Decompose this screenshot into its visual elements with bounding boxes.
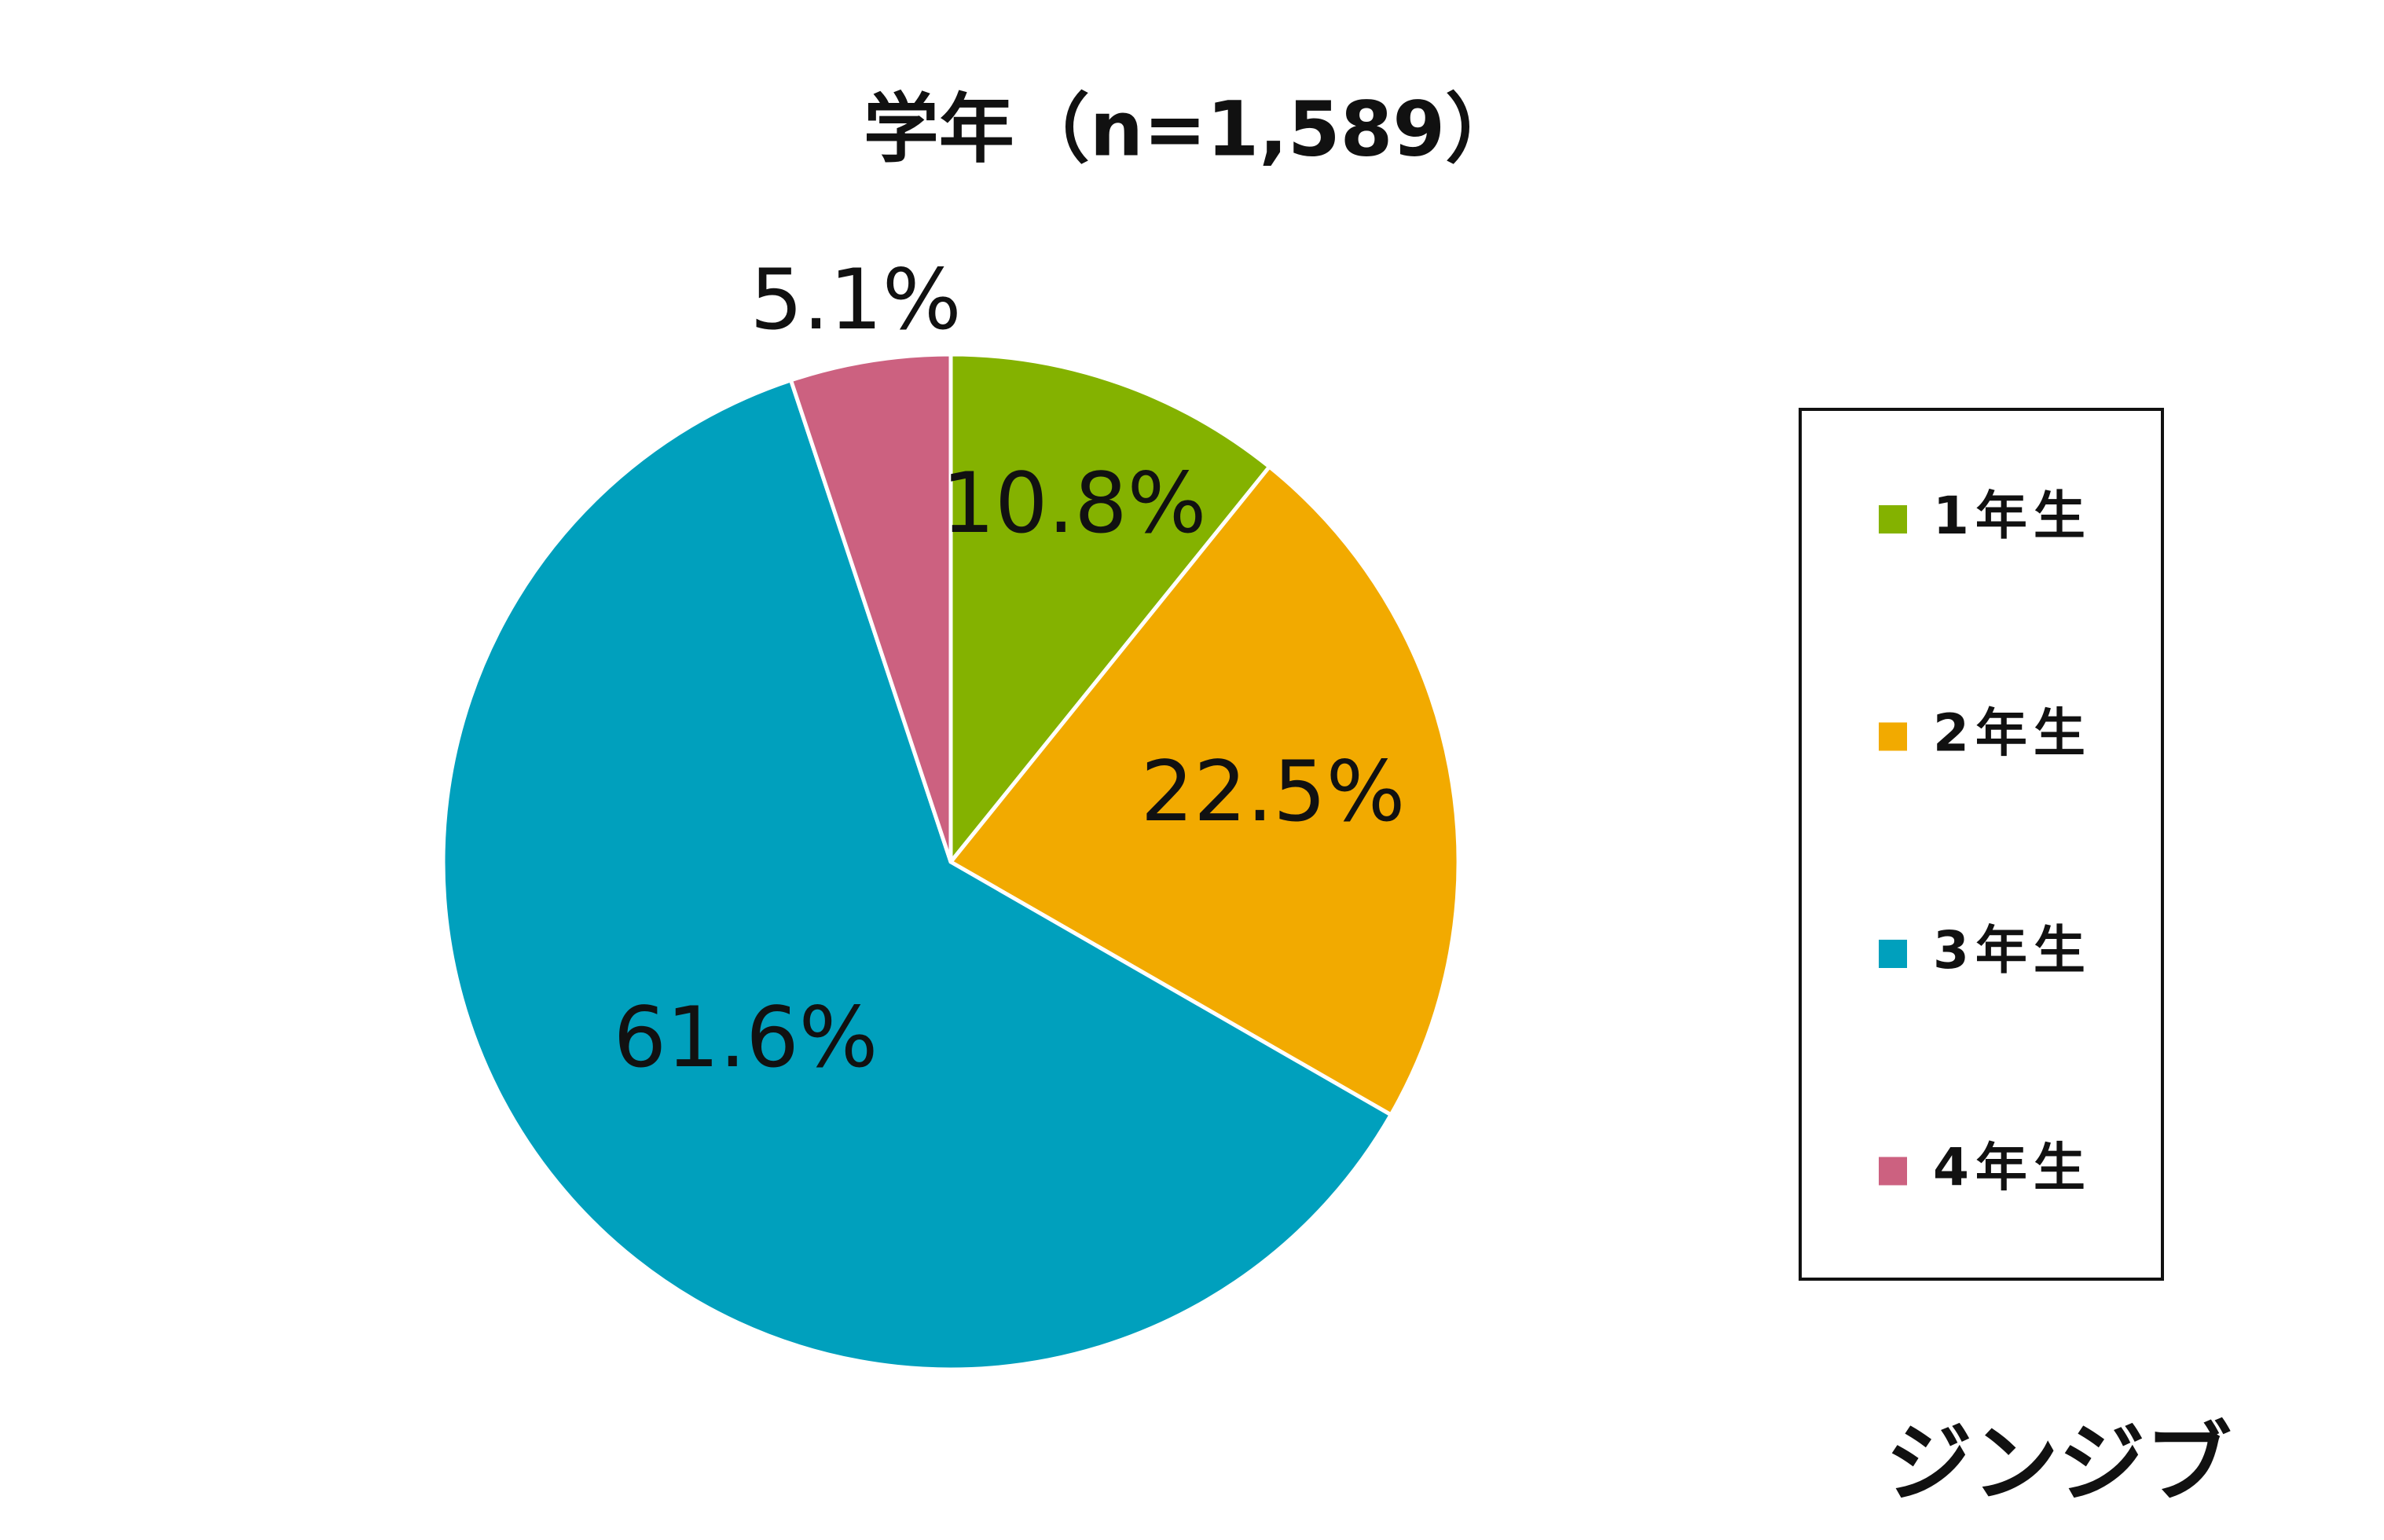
data-label: 22.5% [1141, 743, 1406, 840]
pie-slice [441, 377, 1394, 1372]
pie-slice [788, 352, 953, 863]
data-label: 10.8% [942, 455, 1207, 552]
legend-swatch [1879, 940, 1907, 968]
data-label: 61.6% [614, 989, 878, 1086]
legend-label: 1年生 [1933, 486, 2092, 546]
pie-slice [948, 464, 1461, 1118]
data-label: 5.1% [750, 251, 961, 348]
legend-label: 3年生 [1933, 920, 2092, 981]
pie-slice [948, 352, 1273, 868]
legend-label: 2年生 [1933, 703, 2092, 764]
legend-box [1799, 408, 2164, 1281]
legend-label: 4年生 [1933, 1138, 2092, 1198]
brand-logo: ジンジブ [1886, 1413, 2232, 1513]
legend-swatch [1879, 722, 1907, 751]
legend-swatch [1879, 505, 1907, 534]
chart-title: 学年（n=1,589） [864, 85, 1520, 173]
legend-swatch [1879, 1157, 1907, 1186]
